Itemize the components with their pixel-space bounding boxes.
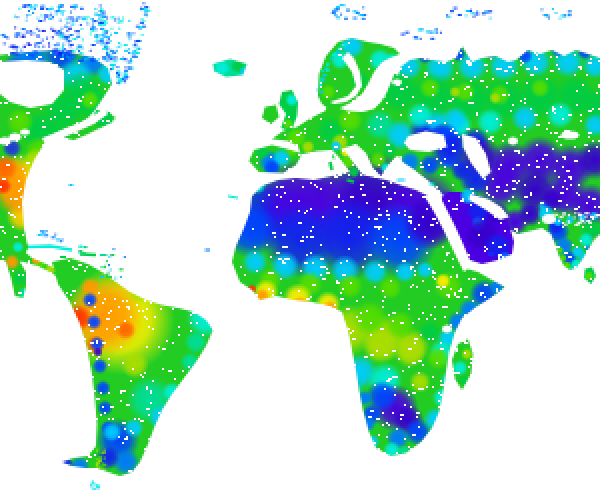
world-map-canvas (0, 0, 600, 500)
world-map (0, 0, 600, 500)
